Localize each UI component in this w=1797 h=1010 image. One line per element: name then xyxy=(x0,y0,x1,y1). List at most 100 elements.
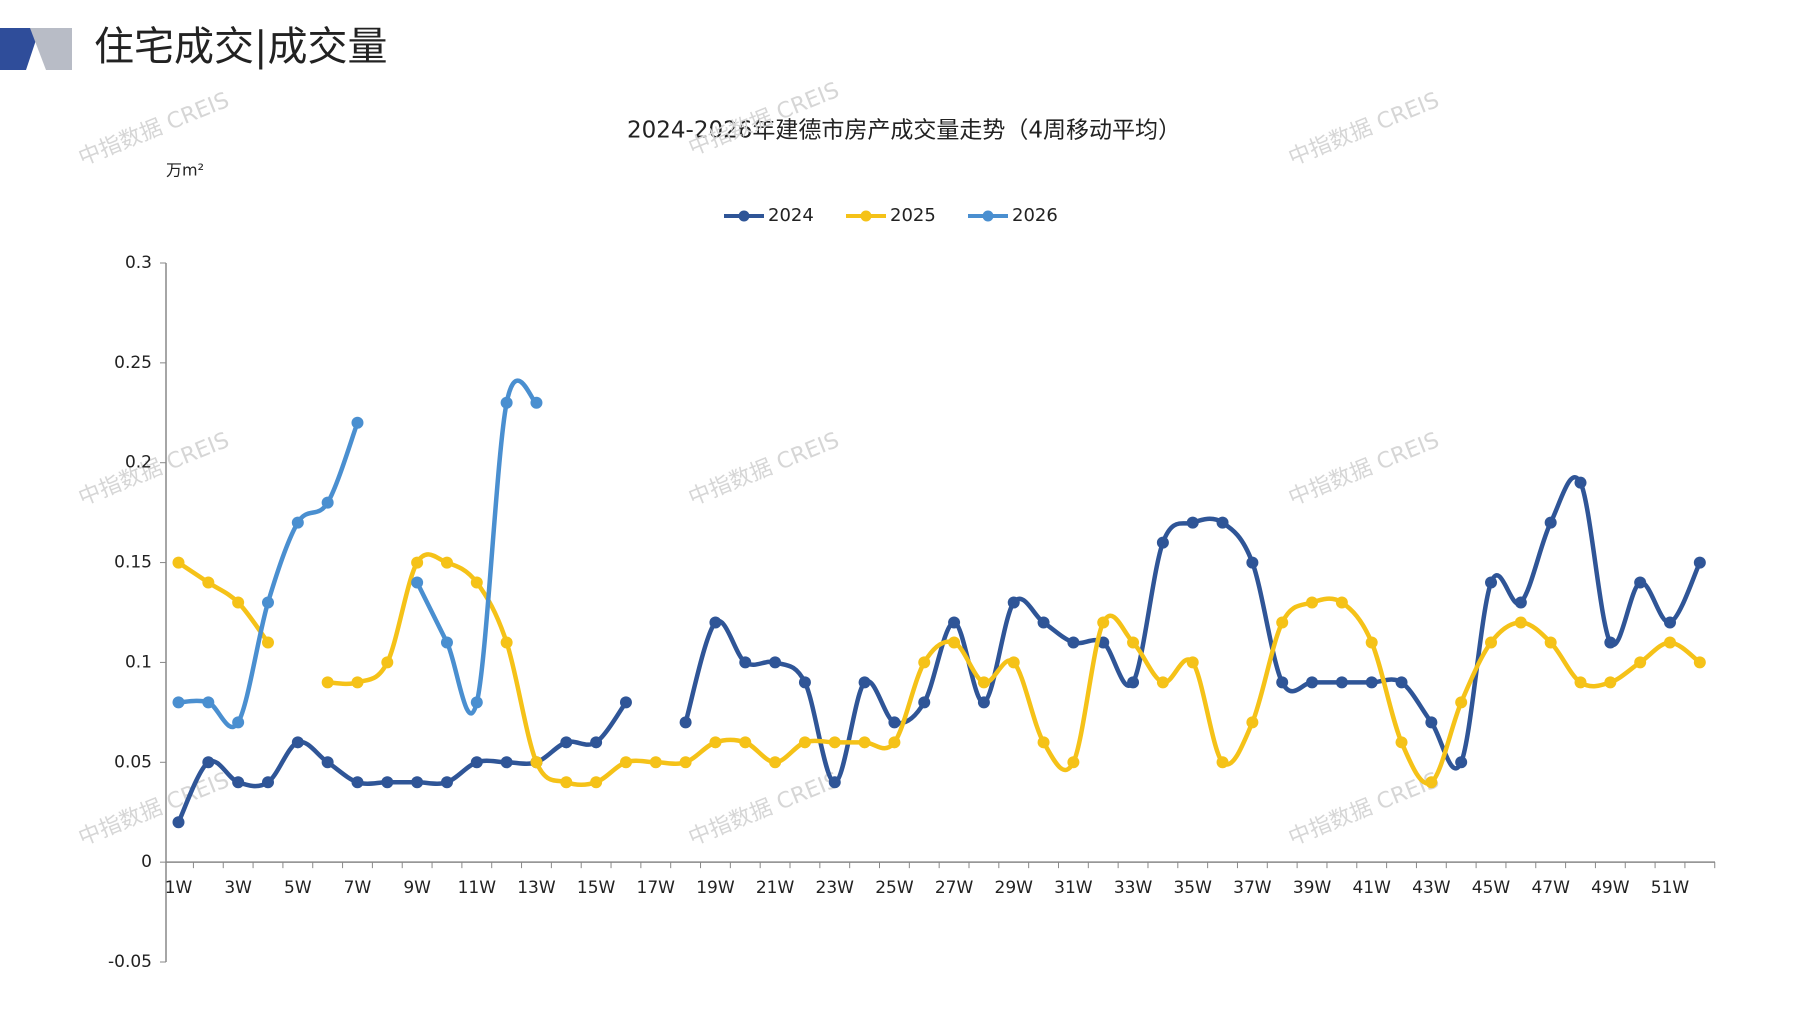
point xyxy=(172,816,185,829)
x-tick-label: 5W xyxy=(284,878,312,898)
point xyxy=(1664,616,1676,629)
series xyxy=(172,378,543,730)
point xyxy=(261,636,274,649)
point xyxy=(530,396,543,409)
header-icon xyxy=(0,28,40,70)
point xyxy=(798,676,811,689)
point xyxy=(858,676,871,689)
x-tick-label: 33W xyxy=(1114,878,1153,898)
point xyxy=(1186,656,1199,669)
point xyxy=(649,756,662,769)
point xyxy=(470,576,483,589)
point xyxy=(172,696,185,709)
point xyxy=(1574,676,1587,689)
x-tick-label: 31W xyxy=(1054,878,1093,898)
point xyxy=(1007,596,1020,609)
series xyxy=(172,475,1706,829)
point xyxy=(291,516,304,529)
point xyxy=(500,756,513,769)
point xyxy=(1276,616,1289,629)
point xyxy=(679,716,692,729)
point xyxy=(1544,636,1557,649)
legend-label: 2024 xyxy=(768,205,814,226)
point xyxy=(1067,756,1080,769)
point xyxy=(1425,716,1438,729)
line xyxy=(177,552,1702,788)
point xyxy=(1455,756,1468,769)
x-tick-label: 25W xyxy=(875,878,914,898)
point xyxy=(1067,636,1080,649)
x-tick-label: 17W xyxy=(637,878,676,898)
point xyxy=(202,576,215,589)
point xyxy=(500,396,513,409)
point xyxy=(411,776,424,789)
point xyxy=(1604,636,1617,649)
watermark: 中指数据 CREIS xyxy=(75,428,233,511)
point xyxy=(261,596,274,609)
point xyxy=(590,736,603,749)
point xyxy=(1544,516,1557,529)
point xyxy=(1335,596,1348,609)
x-tick-label: 29W xyxy=(995,878,1034,898)
point xyxy=(351,416,364,429)
point xyxy=(1127,636,1140,649)
legend-label: 2026 xyxy=(1012,205,1058,226)
point xyxy=(1693,656,1706,669)
x-tick-label: 41W xyxy=(1352,878,1391,898)
point xyxy=(1693,556,1706,569)
point xyxy=(470,756,483,769)
point xyxy=(1455,696,1468,709)
watermark: 中指数据 CREIS xyxy=(685,768,843,851)
point xyxy=(261,776,274,789)
point xyxy=(739,736,752,749)
point xyxy=(1485,636,1498,649)
legend-marker xyxy=(982,210,994,222)
point xyxy=(948,616,961,629)
legend-marker xyxy=(738,210,750,222)
watermark: 中指数据 CREIS xyxy=(75,88,233,171)
point xyxy=(321,676,334,689)
y-tick-label: 0.05 xyxy=(114,752,152,772)
point xyxy=(1216,516,1229,529)
point xyxy=(948,636,961,649)
y-tick-label: 0.2 xyxy=(125,453,152,473)
point xyxy=(232,776,245,789)
point xyxy=(619,696,632,709)
point xyxy=(500,636,513,649)
point xyxy=(1007,656,1020,669)
point xyxy=(381,776,394,789)
y-tick-label: 0 xyxy=(141,852,152,872)
y-tick-label: -0.05 xyxy=(108,952,152,972)
point xyxy=(1514,596,1527,609)
point xyxy=(1127,676,1140,689)
point xyxy=(351,776,364,789)
x-tick-label: 13W xyxy=(517,878,556,898)
point xyxy=(590,776,603,789)
point xyxy=(1634,576,1647,589)
x-tick-label: 51W xyxy=(1651,878,1690,898)
y-tick-label: 0.25 xyxy=(114,353,152,373)
point xyxy=(351,676,364,689)
point xyxy=(321,756,334,769)
x-tick-label: 19W xyxy=(696,878,735,898)
point xyxy=(1097,616,1110,629)
point xyxy=(232,716,245,729)
x-tick-label: 35W xyxy=(1173,878,1212,898)
x-tick-label: 43W xyxy=(1412,878,1451,898)
point xyxy=(1246,556,1259,569)
point xyxy=(1514,616,1527,629)
watermark: 中指数据 CREIS xyxy=(1285,428,1443,511)
legend-marker xyxy=(860,210,872,222)
point xyxy=(1276,676,1289,689)
point xyxy=(798,736,811,749)
point xyxy=(202,696,215,709)
point xyxy=(470,696,483,709)
point xyxy=(560,736,573,749)
point xyxy=(1306,676,1319,689)
series xyxy=(172,552,1706,789)
point xyxy=(1156,536,1169,549)
point xyxy=(172,556,185,569)
point xyxy=(709,616,722,629)
point xyxy=(977,696,990,709)
